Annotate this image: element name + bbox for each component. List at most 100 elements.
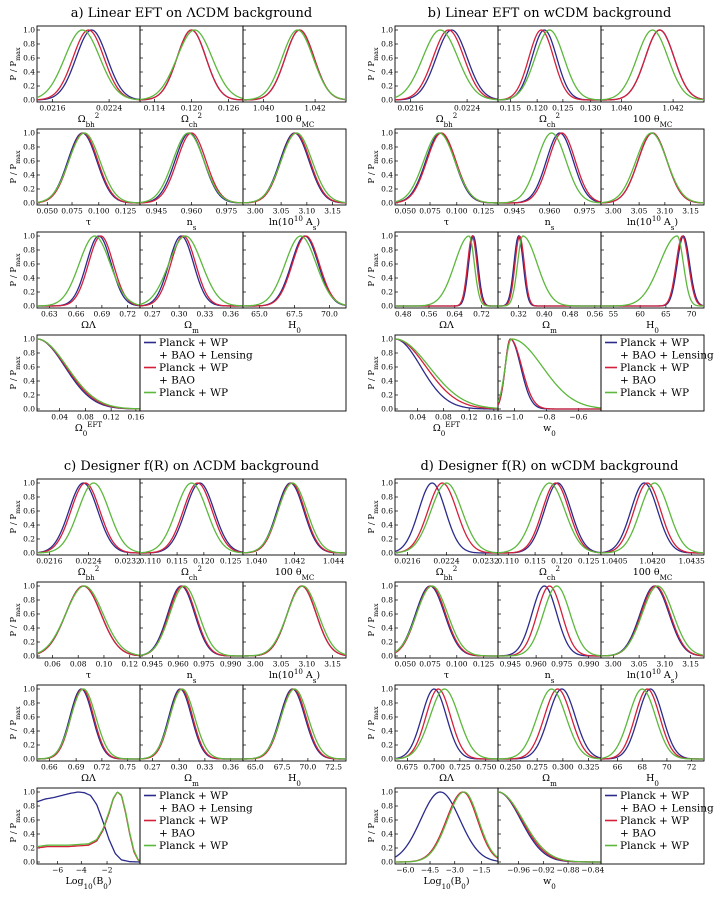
subplot: 1.0405 1.0420 1.0435 100 θMC — [600, 478, 705, 582]
y-tick-label: 1.0 — [23, 335, 35, 344]
posterior-curve — [498, 132, 601, 204]
legend-frame — [139, 787, 347, 865]
x-tick-label: 1.042 — [304, 104, 326, 113]
axes-frame — [36, 231, 141, 309]
posterior-curve — [601, 482, 704, 554]
subplot: 3.00 3.05 3.10 3.15 ln(1010 As) — [242, 128, 347, 232]
legend-label: + BAO — [620, 375, 656, 387]
x-tick-label: 0.075 — [419, 207, 441, 216]
x-tick-label: 0.0224 — [433, 557, 459, 566]
x-tick-label: 0.120 — [193, 557, 215, 566]
posterior-curve — [140, 29, 243, 101]
y-tick-label: 0.2 — [23, 844, 35, 853]
x-tick-label: 3.05 — [273, 207, 290, 216]
x-tick-label: 0.050 — [37, 207, 59, 216]
posterior-curve — [395, 791, 498, 863]
posterior-curve — [37, 29, 140, 101]
axes-frame — [600, 231, 705, 309]
y-axis-label: P / Pmax — [9, 253, 22, 287]
x-axis-label: H0 — [646, 320, 659, 335]
y-tick-label: 0.0 — [23, 652, 35, 661]
x-tick-label: 0.56 — [586, 310, 603, 319]
x-tick-label: 0.08 — [435, 413, 452, 422]
y-tick-label: 0.2 — [381, 741, 393, 750]
y-tick-label: 1.0 — [23, 685, 35, 694]
posterior-curve — [140, 235, 243, 307]
posterior-curve — [395, 688, 498, 760]
posterior-curve — [140, 585, 243, 657]
posterior-curve — [140, 235, 243, 307]
x-tick-label: 0.0216 — [36, 557, 62, 566]
x-tick-label: 0.275 — [526, 763, 548, 772]
x-tick-label: 0.945 — [142, 660, 164, 669]
posterior-curve — [37, 791, 140, 862]
x-tick-label: 0.66 — [68, 310, 85, 319]
posterior-curve — [37, 338, 140, 410]
subplot: 3.00 3.05 3.10 3.15 ln(1010 As) — [600, 128, 705, 232]
x-tick-label: 3.10 — [657, 660, 674, 669]
x-tick-label: 3.00 — [247, 207, 264, 216]
posterior-curve — [498, 585, 601, 657]
panel-title: a) Linear EFT on ΛCDM background — [71, 6, 312, 21]
posterior-curve — [498, 688, 601, 760]
posterior-curve — [243, 132, 346, 204]
posterior-curve — [498, 688, 601, 760]
x-tick-label: 0.72 — [473, 310, 490, 319]
posterior-curve — [498, 791, 601, 863]
posterior-curve — [243, 235, 346, 307]
posterior-curve — [395, 791, 498, 862]
posterior-curve — [243, 235, 346, 307]
subplot: 0.0 0.2 0.4 0.6 0.8 1.0 P / Pmax −6 −4 −2Log10(B0… — [9, 788, 141, 891]
x-tick-label: 0.27 — [144, 310, 161, 319]
y-axis-label: P / Pmax — [367, 47, 380, 81]
y-tick-label: 1.0 — [381, 685, 393, 694]
x-tick-label: −4 — [76, 866, 87, 875]
posterior-curve — [601, 235, 704, 307]
x-tick-label: 0.110 — [140, 557, 162, 566]
subplot: 0.0 0.2 0.4 0.6 0.8 1.0 P / Pmax 0.0216 0.0224Ωb… — [9, 26, 141, 129]
posterior-curve — [140, 132, 243, 204]
legend-label: Planck + WP — [620, 840, 689, 852]
x-tick-label: 3.15 — [324, 207, 341, 216]
x-tick-label: 3.10 — [657, 207, 674, 216]
y-tick-label: 0.4 — [23, 830, 35, 839]
y-tick-label: 0.2 — [23, 185, 35, 194]
x-tick-label: −2 — [102, 866, 113, 875]
y-tick-label: 0.0 — [381, 405, 393, 414]
posterior-curve — [395, 235, 498, 307]
x-axis-label: Ω0EFT — [433, 420, 461, 438]
posterior-curve — [498, 482, 601, 554]
x-axis-label: Ωm — [184, 320, 199, 335]
x-tick-label: 3.10 — [299, 660, 316, 669]
x-tick-label: 0.36 — [222, 310, 239, 319]
posterior-curve — [395, 29, 498, 101]
legend-label: Planck + WP — [620, 790, 689, 802]
posterior-curve — [37, 338, 140, 410]
x-tick-label: 0.04 — [51, 413, 68, 422]
axes-frame — [242, 128, 347, 206]
y-tick-label: 0.6 — [381, 610, 393, 619]
axes-frame — [242, 581, 347, 659]
x-axis-label: Log10(B0) — [423, 876, 469, 891]
x-tick-label: 0.114 — [144, 104, 166, 113]
x-tick-label: 0.100 — [446, 207, 468, 216]
y-tick-label: 0.6 — [381, 260, 393, 269]
x-axis-label: Ωbh2 — [436, 564, 458, 582]
x-tick-label: 0.960 — [539, 207, 561, 216]
posterior-curve — [140, 235, 243, 307]
x-tick-label: −6 — [52, 866, 63, 875]
y-axis-label: P / Pmax — [9, 47, 22, 81]
y-tick-label: 0.0 — [23, 755, 35, 764]
posterior-curve — [37, 29, 140, 101]
y-tick-label: 0.8 — [23, 246, 35, 255]
x-axis-label: Ωm — [542, 773, 557, 788]
y-tick-label: 0.8 — [381, 40, 393, 49]
posterior-curve — [37, 791, 140, 862]
subplot: 0.110 0.115 0.120 0.125 Ωch2 — [497, 478, 602, 582]
posterior-curve — [498, 338, 601, 409]
posterior-curve — [243, 482, 346, 554]
x-tick-label: 0.125 — [578, 557, 600, 566]
figure-panel-b: b) Linear EFT on wCDM background0.00.20.… — [367, 6, 714, 438]
x-tick-label: 1.0420 — [639, 557, 665, 566]
x-axis-label: Log10(B0) — [65, 876, 111, 891]
